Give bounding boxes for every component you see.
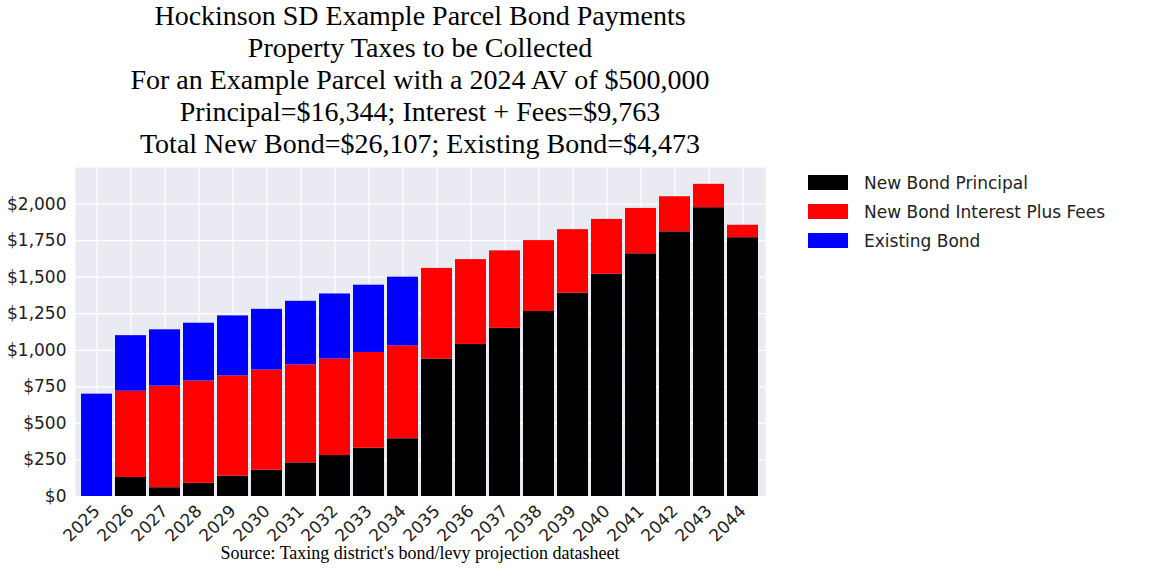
- svg-text:2044: 2044: [705, 501, 750, 546]
- svg-text:2034: 2034: [365, 501, 410, 546]
- svg-text:2031: 2031: [263, 501, 308, 546]
- svg-text:2035: 2035: [399, 501, 444, 546]
- svg-text:2026: 2026: [93, 501, 138, 546]
- svg-text:$1,250: $1,250: [7, 303, 66, 323]
- svg-text:2038: 2038: [501, 501, 546, 546]
- svg-text:2032: 2032: [297, 501, 342, 546]
- svg-text:$2,000: $2,000: [7, 193, 66, 213]
- svg-text:2040: 2040: [569, 501, 614, 546]
- svg-text:$250: $250: [23, 449, 66, 469]
- svg-text:2037: 2037: [467, 501, 512, 546]
- html-text:Hockinson SD Example Parcel Bo: Hockinson SD Example Parcel Bond Payment…: [130, 0, 710, 159]
- svg-text:2043: 2043: [671, 501, 716, 546]
- svg-text:2039: 2039: [535, 501, 580, 546]
- svg-text:$750: $750: [23, 376, 66, 396]
- svg-text:2042: 2042: [637, 501, 682, 546]
- html-text:Source: Taxing district's bond: Source: Taxing district's bond/levy proj…: [220, 543, 620, 563]
- svg-text:2041: 2041: [603, 501, 648, 546]
- svg-text:2033: 2033: [331, 501, 376, 546]
- svg-text:2029: 2029: [195, 501, 240, 546]
- svg-text:2025: 2025: [59, 501, 104, 546]
- svg-text:$1,750: $1,750: [7, 230, 66, 250]
- svg-text:$1,000: $1,000: [7, 340, 66, 360]
- html-text:New Bond Principal: New Bond Principal: [864, 172, 1028, 193]
- svg-text:$500: $500: [23, 413, 66, 433]
- svg-text:2030: 2030: [229, 501, 274, 546]
- html-text:Existing Bond: Existing Bond: [864, 230, 981, 251]
- svg-text:$0: $0: [45, 486, 67, 506]
- svg-text:2036: 2036: [433, 501, 478, 546]
- svg-text:2027: 2027: [127, 501, 172, 546]
- svg-text:$1,500: $1,500: [7, 267, 66, 287]
- svg-text:2028: 2028: [161, 501, 206, 546]
- html-text:New Bond Interest Plus Fees: New Bond Interest Plus Fees: [864, 201, 1106, 222]
